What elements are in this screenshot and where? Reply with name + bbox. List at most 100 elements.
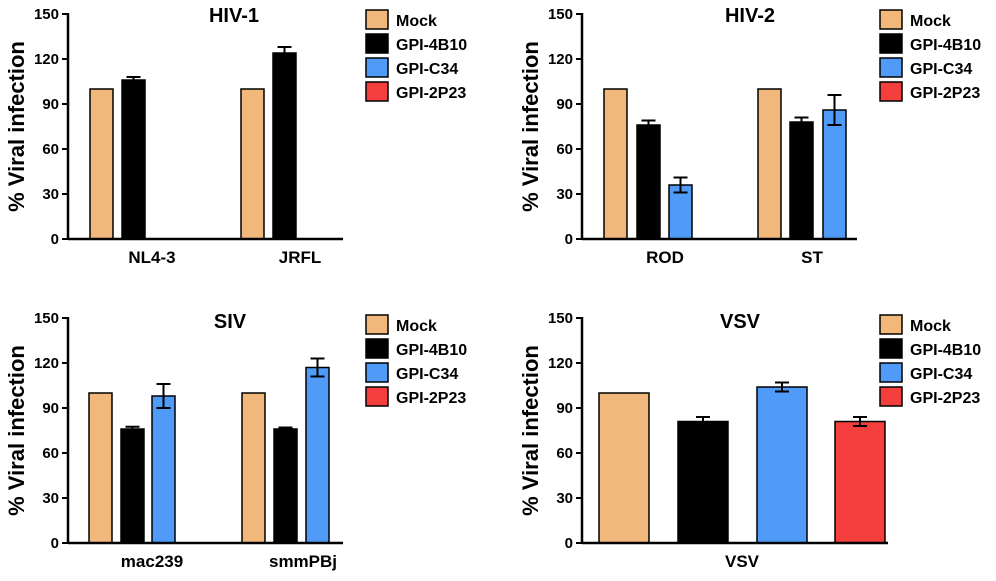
legend-swatch bbox=[879, 362, 903, 383]
bar bbox=[89, 88, 114, 240]
y-axis-label: % Viral infection bbox=[4, 345, 29, 516]
legend: Mock GPI-4B10 GPI-C34 GPI-2P23 bbox=[365, 314, 467, 407]
y-axis-label: % Viral infection bbox=[518, 345, 543, 516]
y-tick-label: 120 bbox=[548, 355, 573, 372]
legend-label: GPI-2P23 bbox=[910, 85, 980, 102]
bar bbox=[272, 52, 297, 240]
legend-label: Mock bbox=[910, 318, 951, 335]
legend-swatch bbox=[365, 81, 389, 102]
bar bbox=[677, 420, 729, 544]
y-tick-label: 120 bbox=[34, 355, 59, 372]
bar bbox=[273, 428, 298, 544]
x-tick-label: VSV bbox=[725, 552, 760, 571]
y-tick-label: 0 bbox=[51, 535, 59, 552]
y-tick-label: 150 bbox=[34, 310, 59, 327]
y-tick-label: 150 bbox=[548, 6, 573, 23]
legend-swatch bbox=[365, 57, 389, 78]
legend-swatch bbox=[365, 362, 389, 383]
bar bbox=[240, 88, 265, 240]
x-tick-label: JRFL bbox=[279, 248, 322, 267]
y-tick-label: 90 bbox=[42, 400, 59, 417]
legend-swatch bbox=[879, 33, 903, 54]
y-tick-label: 150 bbox=[548, 310, 573, 327]
bar bbox=[151, 395, 176, 544]
legend: Mock GPI-4B10 GPI-C34 GPI-2P23 bbox=[365, 9, 467, 102]
x-tick-label: ROD bbox=[646, 248, 684, 267]
y-axis-label: % Viral infection bbox=[4, 41, 29, 212]
bar bbox=[789, 121, 814, 240]
legend-label: Mock bbox=[396, 318, 437, 335]
y-tick-label: 150 bbox=[34, 6, 59, 23]
y-tick-label: 30 bbox=[556, 186, 573, 203]
chart-panel-siv: 0 30 60 90 120 150 mac239 smmPBj % Viral infecti… bbox=[4, 310, 467, 571]
legend-label: Mock bbox=[396, 13, 437, 30]
y-tick-label: 0 bbox=[565, 231, 573, 248]
y-tick-label: 90 bbox=[556, 96, 573, 113]
x-tick-label: mac239 bbox=[121, 552, 183, 571]
bar bbox=[636, 124, 661, 240]
legend-swatch bbox=[879, 338, 903, 359]
legend-swatch bbox=[365, 386, 389, 407]
y-tick-label: 60 bbox=[42, 141, 59, 158]
legend: Mock GPI-4B10 GPI-C34 GPI-2P23 bbox=[879, 314, 981, 407]
legend-swatch bbox=[879, 57, 903, 78]
legend-label: GPI-4B10 bbox=[396, 342, 467, 359]
y-axis-label: % Viral infection bbox=[518, 41, 543, 212]
bar bbox=[241, 392, 266, 544]
chart-title: HIV-2 bbox=[725, 5, 775, 27]
bar bbox=[88, 392, 113, 544]
y-tick-label: 60 bbox=[42, 445, 59, 462]
legend-label: GPI-C34 bbox=[396, 61, 458, 78]
chart-panel-vsv: 0 30 60 90 120 150 VSV % Viral infection VSV Mock… bbox=[518, 310, 981, 571]
legend-swatch bbox=[365, 9, 389, 30]
bar bbox=[305, 366, 330, 544]
x-tick-label: NL4-3 bbox=[128, 248, 175, 267]
chart-title: SIV bbox=[214, 311, 247, 333]
x-tick-label: smmPBj bbox=[269, 552, 337, 571]
bar bbox=[598, 392, 650, 544]
legend-label: GPI-2P23 bbox=[396, 390, 466, 407]
y-tick-label: 0 bbox=[565, 535, 573, 552]
y-tick-label: 60 bbox=[556, 141, 573, 158]
legend-label: GPI-4B10 bbox=[396, 37, 467, 54]
legend-swatch bbox=[879, 81, 903, 102]
chart-title: VSV bbox=[720, 311, 761, 333]
legend-swatch bbox=[365, 33, 389, 54]
legend-swatch bbox=[879, 314, 903, 335]
chart-title: HIV-1 bbox=[209, 5, 259, 27]
bar bbox=[603, 88, 628, 240]
bar bbox=[121, 79, 146, 240]
legend-label: GPI-2P23 bbox=[396, 85, 466, 102]
legend-swatch bbox=[365, 314, 389, 335]
chart-panel-hiv-2: 0 30 60 90 120 150 ROD ST % Viral infection HIV-2… bbox=[518, 5, 981, 267]
y-tick-label: 30 bbox=[42, 186, 59, 203]
legend-label: GPI-4B10 bbox=[910, 37, 981, 54]
bar bbox=[757, 88, 782, 240]
legend-label: GPI-C34 bbox=[396, 366, 458, 383]
legend-label: Mock bbox=[910, 13, 951, 30]
bar bbox=[120, 428, 145, 544]
legend-label: GPI-2P23 bbox=[910, 390, 980, 407]
legend-swatch bbox=[365, 338, 389, 359]
legend: Mock GPI-4B10 GPI-C34 GPI-2P23 bbox=[879, 9, 981, 102]
legend-label: GPI-C34 bbox=[910, 61, 972, 78]
legend-swatch bbox=[879, 9, 903, 30]
bar bbox=[834, 420, 886, 544]
legend-swatch bbox=[879, 386, 903, 407]
legend-label: GPI-C34 bbox=[910, 366, 972, 383]
y-tick-label: 30 bbox=[556, 490, 573, 507]
y-tick-label: 30 bbox=[42, 490, 59, 507]
legend-label: GPI-4B10 bbox=[910, 342, 981, 359]
y-tick-label: 90 bbox=[556, 400, 573, 417]
y-tick-label: 120 bbox=[548, 51, 573, 68]
y-tick-label: 120 bbox=[34, 51, 59, 68]
chart-panel-hiv-1: 0 30 60 90 120 150 NL4-3 JRFL % Viral infection H… bbox=[4, 5, 467, 267]
x-tick-label: ST bbox=[801, 248, 823, 267]
y-tick-label: 0 bbox=[51, 231, 59, 248]
bar bbox=[822, 109, 847, 240]
bar bbox=[756, 386, 808, 544]
y-tick-label: 90 bbox=[42, 96, 59, 113]
y-tick-label: 60 bbox=[556, 445, 573, 462]
